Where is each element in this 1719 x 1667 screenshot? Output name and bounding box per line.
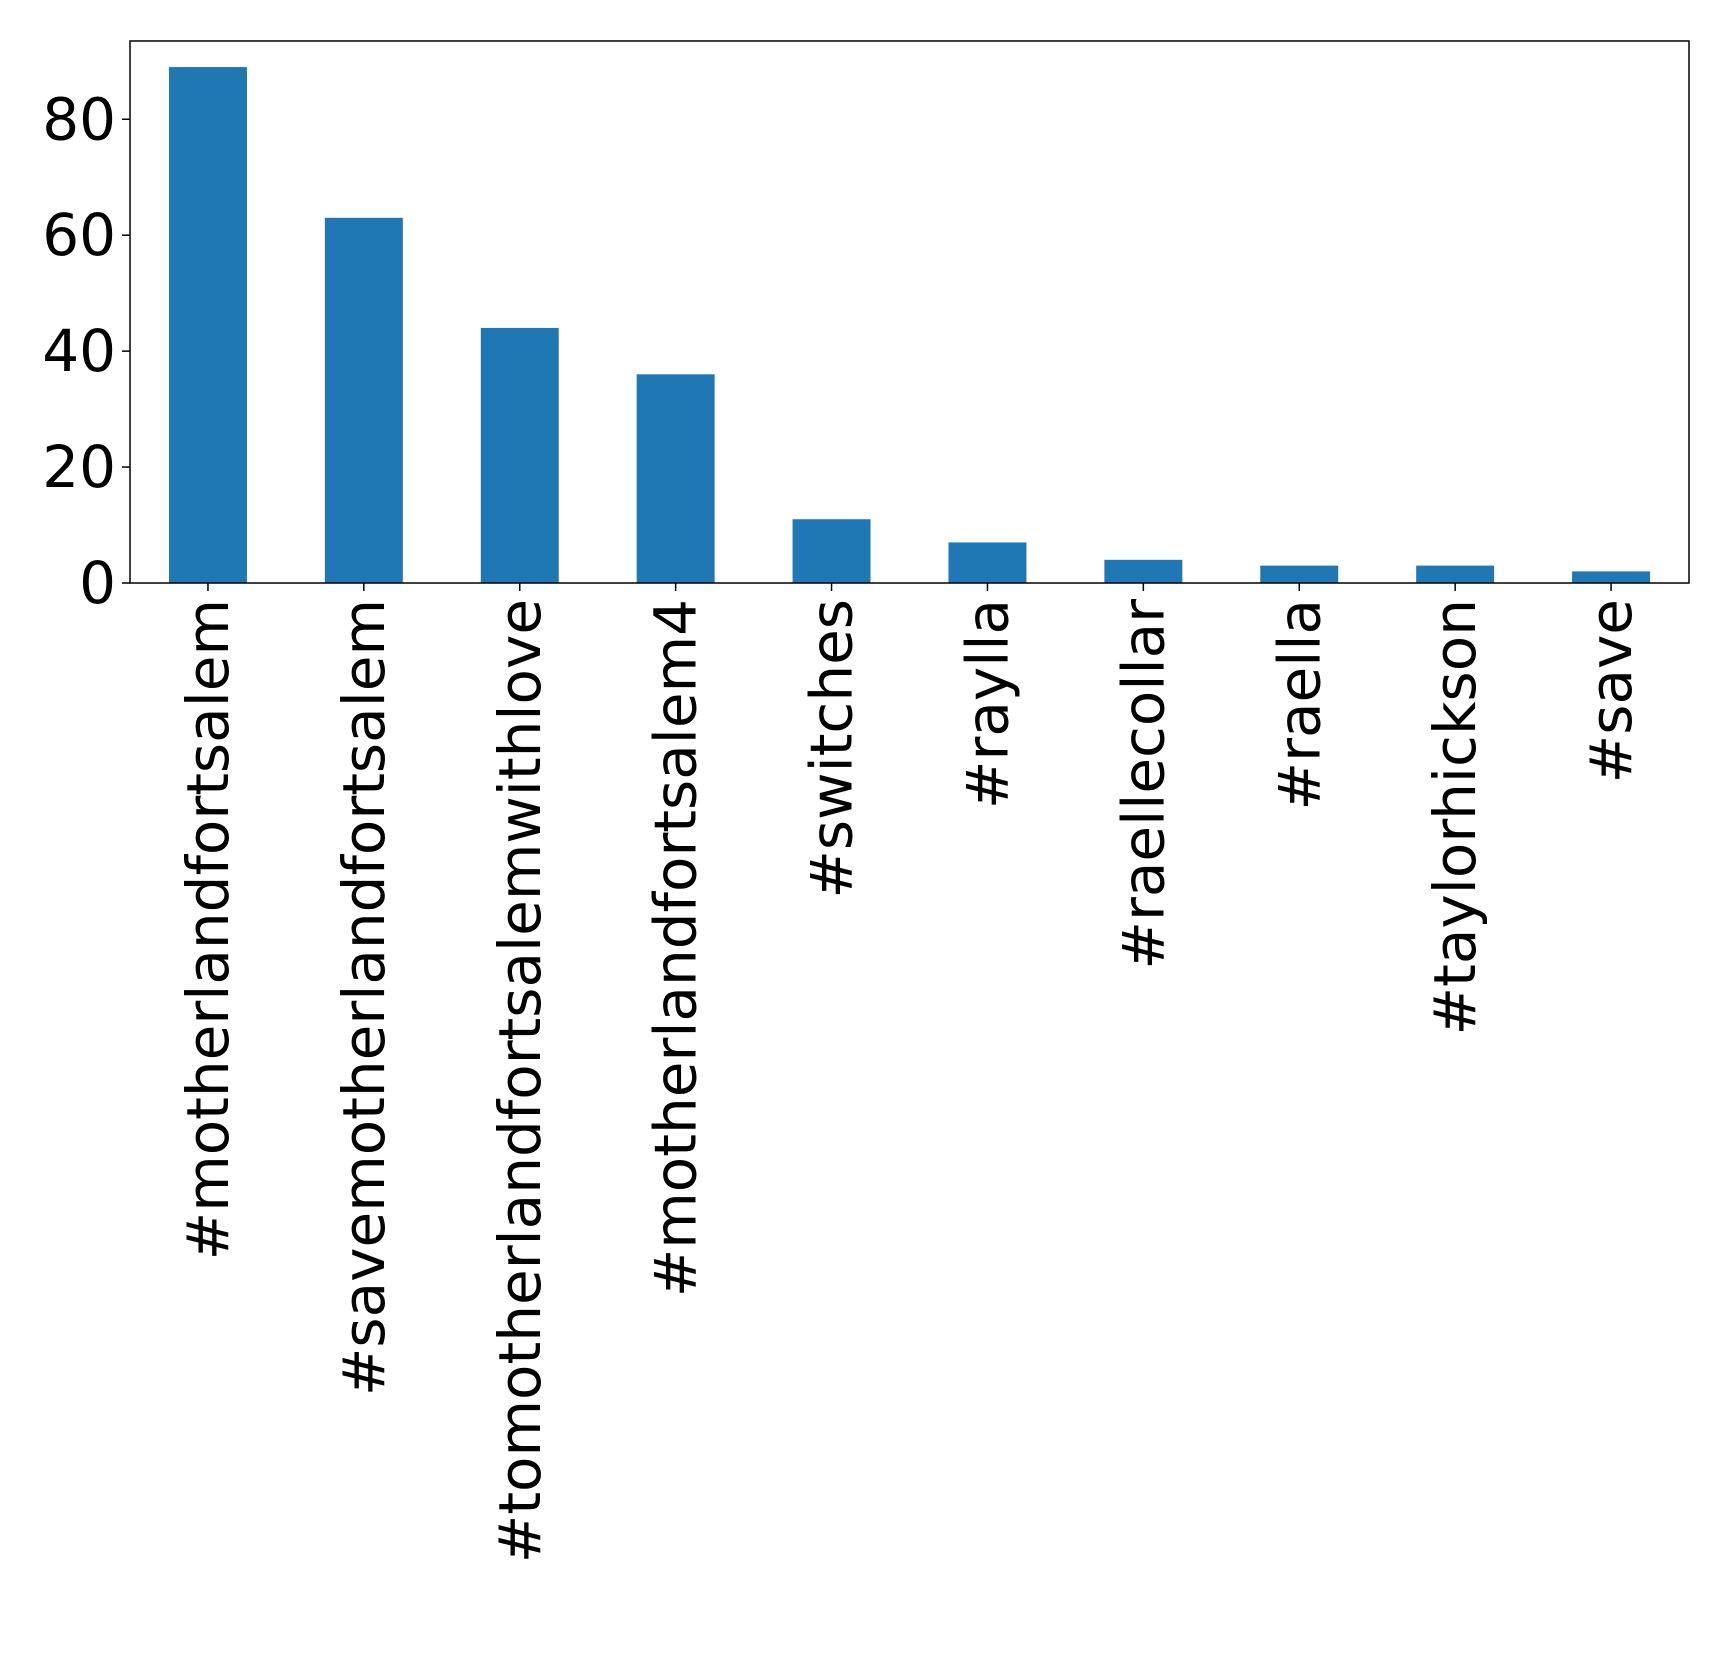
y-tick-label: 60 — [42, 201, 116, 269]
x-tick-label: #motherlandfortsalem — [174, 599, 242, 1260]
bar-savemotherlandfortsalem — [324, 217, 403, 584]
bar-taylorhickson — [1416, 565, 1495, 583]
x-tick-label: #raylla — [953, 599, 1021, 809]
x-tick-label: #taylorhickson — [1421, 599, 1489, 1035]
bars-group — [168, 67, 1651, 584]
bar-switches — [792, 519, 871, 583]
x-tick-label: #raellecollar — [1109, 599, 1177, 970]
plot-frame — [129, 40, 1690, 584]
bar-tomotherlandfortsalemwithlove — [480, 327, 559, 583]
bar-motherlandfortsalem — [168, 67, 247, 583]
y-axis: 0 20 40 60 80 — [42, 85, 130, 617]
bar-raellecollar — [1104, 559, 1183, 583]
x-tick-label: #switches — [798, 599, 866, 899]
bar-raella — [1260, 565, 1339, 583]
x-tick-label: #savemotherlandfortsalem — [330, 599, 398, 1396]
y-tick-label: 40 — [42, 317, 116, 385]
y-tick-label: 0 — [79, 549, 116, 617]
x-tick-label: #motherlandfortsalem4 — [642, 599, 710, 1297]
x-tick-label: #tomotherlandfortsalemwithlove — [486, 599, 554, 1563]
x-tick-label: #raella — [1265, 599, 1333, 810]
x-tick-label: #save — [1577, 599, 1645, 783]
y-tick-label: 20 — [42, 433, 116, 501]
bar-save — [1572, 571, 1651, 583]
bar-raylla — [948, 542, 1027, 583]
bar-motherlandfortsalem4 — [636, 374, 715, 583]
x-axis: #motherlandfortsalem #savemotherlandforts… — [174, 583, 1645, 1563]
y-tick-label: 80 — [42, 85, 116, 153]
